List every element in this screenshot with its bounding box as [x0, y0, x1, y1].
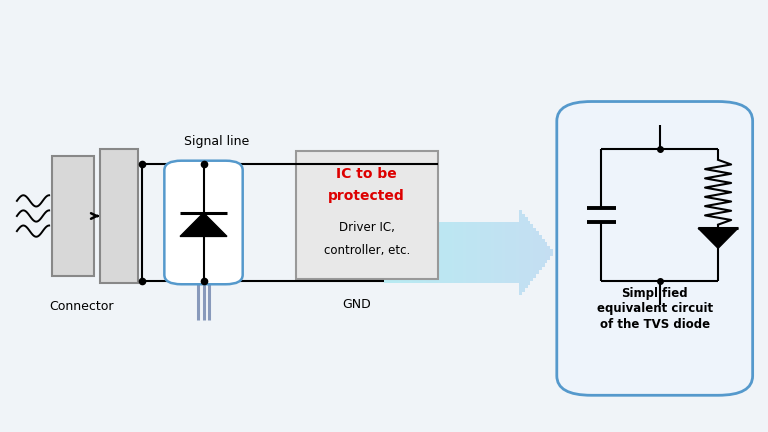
Polygon shape — [541, 238, 545, 267]
Polygon shape — [536, 232, 539, 274]
Polygon shape — [449, 222, 452, 283]
Polygon shape — [435, 222, 438, 283]
Text: GND: GND — [342, 298, 370, 311]
Polygon shape — [460, 222, 463, 283]
Polygon shape — [698, 228, 738, 248]
Polygon shape — [438, 222, 440, 283]
Polygon shape — [472, 222, 474, 283]
Text: controller, etc.: controller, etc. — [323, 244, 410, 257]
Polygon shape — [522, 214, 525, 292]
Polygon shape — [415, 222, 418, 283]
Polygon shape — [497, 222, 499, 283]
Polygon shape — [418, 222, 421, 283]
Polygon shape — [519, 210, 522, 295]
Polygon shape — [392, 222, 396, 283]
Polygon shape — [511, 222, 514, 283]
Polygon shape — [516, 222, 519, 283]
Polygon shape — [533, 228, 536, 277]
Polygon shape — [180, 213, 227, 236]
Polygon shape — [404, 222, 406, 283]
Polygon shape — [468, 222, 472, 283]
Polygon shape — [452, 222, 455, 283]
Polygon shape — [494, 222, 497, 283]
Polygon shape — [525, 217, 528, 288]
Polygon shape — [505, 222, 508, 283]
Polygon shape — [465, 222, 468, 283]
Polygon shape — [514, 222, 516, 283]
Polygon shape — [485, 222, 488, 283]
Polygon shape — [426, 222, 429, 283]
Text: of the TVS diode: of the TVS diode — [600, 318, 710, 330]
Polygon shape — [463, 222, 465, 283]
Polygon shape — [508, 222, 511, 283]
Polygon shape — [539, 235, 541, 270]
Polygon shape — [477, 222, 480, 283]
Polygon shape — [406, 222, 409, 283]
FancyBboxPatch shape — [557, 102, 753, 395]
Polygon shape — [491, 222, 494, 283]
FancyBboxPatch shape — [164, 161, 243, 284]
Polygon shape — [457, 222, 460, 283]
Polygon shape — [409, 222, 412, 283]
Polygon shape — [482, 222, 485, 283]
Polygon shape — [398, 222, 401, 283]
Polygon shape — [502, 222, 505, 283]
Text: Connector: Connector — [49, 300, 113, 313]
Text: Driver IC,: Driver IC, — [339, 221, 395, 234]
Polygon shape — [480, 222, 482, 283]
Polygon shape — [401, 222, 404, 283]
Polygon shape — [421, 222, 423, 283]
Polygon shape — [412, 222, 415, 283]
Text: equivalent circuit: equivalent circuit — [597, 302, 713, 315]
Bar — [52, 156, 94, 276]
Polygon shape — [423, 222, 426, 283]
Polygon shape — [474, 222, 477, 283]
Polygon shape — [488, 222, 491, 283]
Polygon shape — [528, 221, 531, 285]
Polygon shape — [446, 222, 449, 283]
Polygon shape — [531, 224, 533, 281]
Text: IC to be: IC to be — [336, 167, 397, 181]
Text: protected: protected — [329, 189, 405, 203]
Polygon shape — [389, 222, 392, 283]
Polygon shape — [548, 246, 550, 260]
Bar — [100, 149, 138, 283]
Polygon shape — [455, 222, 457, 283]
Polygon shape — [396, 222, 398, 283]
Polygon shape — [499, 222, 502, 283]
Polygon shape — [440, 222, 443, 283]
Text: Signal line: Signal line — [184, 135, 249, 148]
Polygon shape — [550, 249, 553, 256]
Polygon shape — [384, 222, 387, 283]
Polygon shape — [443, 222, 446, 283]
Polygon shape — [429, 222, 432, 283]
Polygon shape — [387, 222, 389, 283]
Text: Simplified: Simplified — [621, 287, 688, 300]
Polygon shape — [432, 222, 435, 283]
Polygon shape — [545, 242, 548, 264]
Bar — [296, 151, 438, 279]
